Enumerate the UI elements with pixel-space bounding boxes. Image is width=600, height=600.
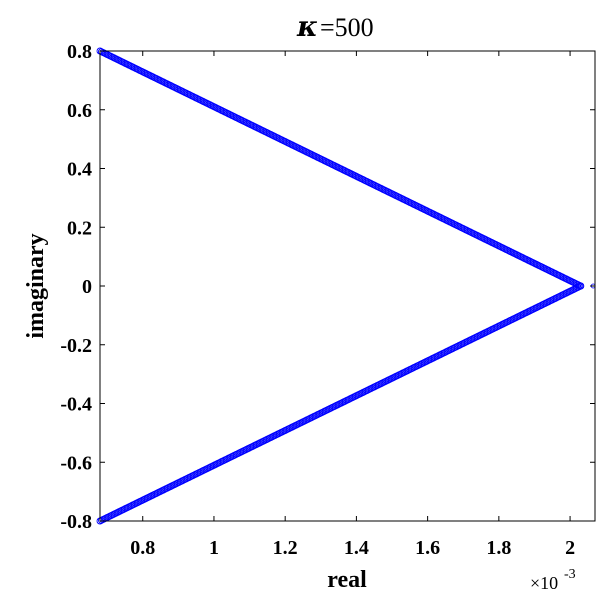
x-axis-exponent-base: ×10 [530,573,558,593]
y-tick-label: 0.4 [67,159,92,181]
y-tick-label: -0.8 [60,511,92,533]
y-tick-label: -0.6 [60,452,92,474]
data-series [96,47,585,525]
y-tick-label: -0.2 [60,335,92,357]
x-tick-label: 2 [565,537,575,559]
plot-frame [99,50,596,522]
y-axis-label: imaginary [23,233,49,338]
x-tick-label: 1 [209,537,219,559]
y-tick-label: 0.6 [67,100,92,122]
y-tick-label: 0.2 [67,217,92,239]
x-tick-label: 1.4 [344,537,369,559]
x-axis-exponent: ×10 -3 [530,567,576,593]
x-axis-ticks: 0.8 1 1.2 1.4 1.6 1.8 2 [130,51,575,559]
chart-title: κ =500 [296,10,374,43]
chart-title-value: =500 [320,13,374,42]
x-axis-exponent-power: -3 [564,567,576,582]
x-tick-label: 1.8 [486,537,511,559]
x-tick-label: 1.6 [415,537,440,559]
chart-title-symbol: κ [296,10,318,43]
y-tick-label: -0.4 [60,394,92,416]
y-tick-label: 0 [82,276,92,298]
plot-area [96,47,596,525]
x-tick-label: 1.2 [273,537,298,559]
y-tick-label: 0.8 [67,41,92,63]
x-tick-label: 0.8 [130,537,155,559]
y-axis-ticks: 0.8 0.6 0.4 0.2 0 -0.2 -0.4 -0.6 -0.8 [60,41,595,533]
x-axis-label: real [327,567,367,593]
